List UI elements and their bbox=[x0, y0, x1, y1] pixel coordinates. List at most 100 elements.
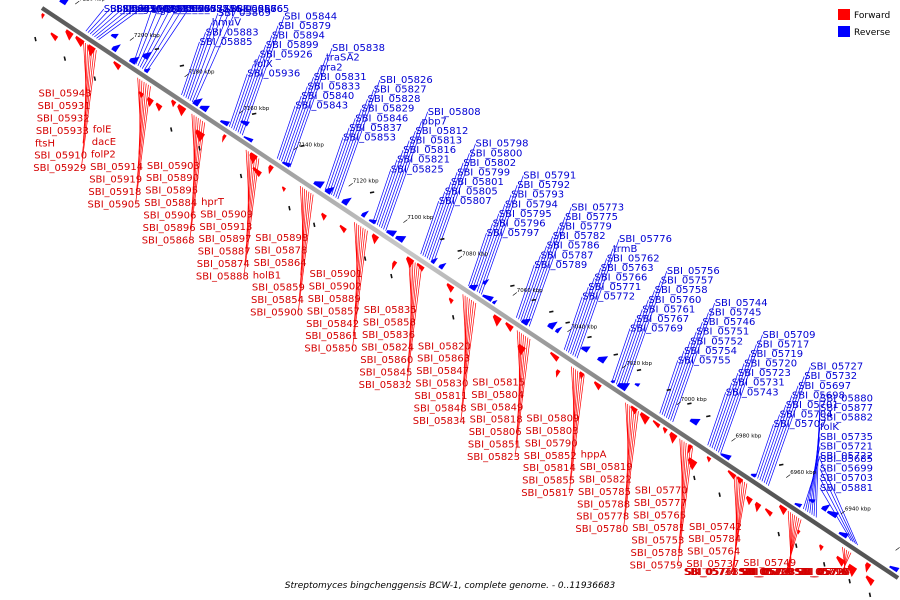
reverse-gene-label[interactable]: SBI_05745 bbox=[709, 308, 762, 319]
forward-gene-label[interactable]: SBI_05740 bbox=[741, 567, 794, 578]
reverse-gene-label[interactable]: SBI_05699 bbox=[820, 464, 873, 475]
reverse-gene-label[interactable]: SBI_05813 bbox=[409, 136, 462, 147]
forward-gene-label[interactable]: SBI_05854 bbox=[251, 295, 304, 306]
reverse-gene-label[interactable]: pra2 bbox=[320, 62, 343, 73]
reverse-gene-label[interactable]: SBI_05869 bbox=[218, 8, 271, 19]
forward-gene-label[interactable]: SBI_05806 bbox=[469, 427, 522, 438]
reverse-gene-label[interactable]: SBI_05877 bbox=[820, 403, 873, 414]
reverse-gene-label[interactable]: SBI_05791 bbox=[523, 171, 576, 182]
reverse-gene-label[interactable]: SBI_05772 bbox=[582, 292, 635, 303]
reverse-gene-label[interactable]: SBI_05752 bbox=[690, 336, 743, 347]
reverse-gene-label[interactable]: SBI_05735 bbox=[820, 432, 873, 443]
reverse-gene-label[interactable]: SBI_05816 bbox=[403, 145, 456, 156]
reverse-gene-label[interactable]: SBI_05821 bbox=[397, 155, 450, 166]
reverse-gene-label[interactable]: SBI_05872 bbox=[176, 4, 229, 15]
forward-gene-label[interactable]: SBI_05729 bbox=[740, 567, 793, 578]
reverse-gene-label[interactable]: SBI_05899 bbox=[266, 40, 319, 51]
reverse-gene-label[interactable]: SBI_05782 bbox=[553, 231, 606, 242]
forward-gene-label[interactable]: SBI_05914 bbox=[90, 162, 143, 173]
forward-gene-label[interactable]: SBI_05834 bbox=[413, 416, 466, 427]
forward-gene-label[interactable]: SBI_05790 bbox=[525, 438, 578, 449]
forward-gene-label[interactable]: SBI_05943 bbox=[39, 89, 92, 100]
forward-gene-label[interactable]: SBI_05749 bbox=[743, 558, 796, 569]
forward-gene-label[interactable]: SBI_05896 bbox=[143, 223, 196, 234]
forward-gene-label[interactable]: SBI_05804 bbox=[471, 390, 524, 401]
forward-gene-label[interactable]: SBI_05849 bbox=[470, 402, 523, 413]
forward-gene-label[interactable]: SBI_05817 bbox=[521, 488, 574, 499]
reverse-gene-label[interactable]: SBI_05826 bbox=[380, 75, 433, 86]
forward-gene-label[interactable]: SBI_05895 bbox=[145, 186, 198, 197]
forward-gene-label[interactable]: SBI_05819 bbox=[580, 462, 633, 473]
reverse-gene-label[interactable]: SBI_05871 bbox=[182, 4, 235, 15]
reverse-gene-label[interactable]: SBI_05796 bbox=[493, 218, 546, 229]
forward-gene-label[interactable]: SBI_05718 bbox=[742, 567, 795, 578]
forward-gene-label[interactable]: SBI_05768 bbox=[686, 567, 739, 578]
reverse-gene-label[interactable]: SBI_05719 bbox=[750, 349, 803, 360]
forward-gene-label[interactable]: SBI_05770 bbox=[635, 486, 688, 497]
forward-gene-label[interactable]: SBI_05851 bbox=[468, 440, 521, 451]
forward-gene-label[interactable]: SBI_05741 bbox=[685, 567, 738, 578]
reverse-gene-label[interactable]: SBI_05757 bbox=[661, 276, 714, 287]
reverse-gene-label[interactable]: SBI_05701 bbox=[786, 400, 839, 411]
reverse-gene-label[interactable]: SBI_05703 bbox=[820, 473, 873, 484]
reverse-gene-label[interactable]: SBI_05880 bbox=[820, 394, 873, 405]
reverse-gene-label[interactable]: SBI_05789 bbox=[534, 260, 587, 271]
reverse-gene-label[interactable]: SBI_05843 bbox=[295, 101, 348, 112]
reverse-gene-label[interactable]: SBI_05769 bbox=[630, 324, 683, 335]
reverse-gene-label[interactable]: SBI_05787 bbox=[541, 250, 594, 261]
reverse-gene-label[interactable]: SBI_05881 bbox=[820, 483, 873, 494]
reverse-gene-label[interactable]: SBI_05732 bbox=[804, 371, 857, 382]
reverse-gene-label[interactable]: SBI_05894 bbox=[272, 30, 325, 41]
reverse-gene-label[interactable]: SBI_05771 bbox=[588, 282, 641, 293]
forward-gene-label[interactable]: SBI_05906 bbox=[143, 211, 196, 222]
reverse-gene-label[interactable]: SBI_05773 bbox=[571, 202, 624, 213]
forward-gene-label[interactable]: folP2 bbox=[91, 150, 116, 161]
forward-gene-label[interactable]: SBI_05726 bbox=[797, 567, 850, 578]
forward-gene-label[interactable]: SBI_05824 bbox=[361, 343, 414, 354]
reverse-gene-label[interactable]: SBI_05885 bbox=[200, 37, 253, 48]
reverse-gene-label[interactable]: SBI_05867 bbox=[224, 4, 277, 15]
forward-gene-label[interactable]: SBI_05864 bbox=[254, 258, 307, 269]
reverse-gene-label[interactable]: hmuV bbox=[212, 18, 241, 29]
forward-gene-label[interactable]: SBI_05764 bbox=[687, 547, 740, 558]
reverse-gene-label[interactable]: SBI_05825 bbox=[391, 164, 444, 175]
reverse-gene-label[interactable]: SBI_05760 bbox=[648, 295, 701, 306]
reverse-gene-label[interactable]: SBI_05754 bbox=[684, 346, 737, 357]
reverse-gene-label[interactable]: SBI_05883 bbox=[206, 27, 259, 38]
forward-gene-label[interactable]: SBI_05788 bbox=[577, 499, 630, 510]
reverse-gene-label[interactable]: SBI_05808 bbox=[428, 107, 481, 118]
forward-gene-label[interactable]: SBI_05910 bbox=[34, 151, 87, 162]
reverse-gene-label[interactable]: SBI_05800 bbox=[469, 148, 522, 159]
reverse-gene-label[interactable]: SBI_05776 bbox=[619, 234, 672, 245]
reverse-gene-label[interactable]: SBI_05807 bbox=[439, 196, 492, 207]
reverse-gene-label[interactable]: folK bbox=[820, 422, 839, 433]
reverse-gene-label[interactable]: SBI_05797 bbox=[487, 228, 540, 239]
reverse-gene-label[interactable]: SBI_05829 bbox=[361, 104, 414, 115]
forward-gene-label[interactable]: SBI_05733 bbox=[742, 567, 795, 578]
reverse-gene-label[interactable]: SBI_05698 bbox=[792, 390, 845, 401]
reverse-gene-label[interactable]: SBI_05837 bbox=[349, 123, 402, 134]
reverse-gene-label[interactable]: trmB bbox=[613, 244, 638, 255]
reverse-gene-label[interactable]: SBI_05892 bbox=[141, 4, 194, 15]
forward-gene-label[interactable]: SBI_05716 bbox=[794, 567, 847, 578]
reverse-gene-label[interactable]: SBI_05798 bbox=[476, 139, 529, 150]
reverse-gene-label[interactable]: SBI_05763 bbox=[601, 263, 654, 274]
forward-gene-label[interactable]: SBI_05860 bbox=[360, 355, 413, 366]
forward-gene-label[interactable]: SBI_05778 bbox=[576, 512, 629, 523]
forward-gene-label[interactable]: SBI_05842 bbox=[306, 319, 359, 330]
reverse-gene-label[interactable]: SBI_05827 bbox=[374, 85, 427, 96]
reverse-gene-label[interactable]: SBI_05801 bbox=[451, 177, 504, 188]
reverse-gene-label[interactable]: sig35 bbox=[152, 5, 179, 16]
forward-gene-label[interactable]: SBI_05932 bbox=[37, 114, 90, 125]
reverse-gene-label[interactable]: sig36 bbox=[135, 4, 162, 15]
forward-gene-label[interactable]: SBI_05714 bbox=[739, 567, 792, 578]
forward-gene-label[interactable]: SBI_05832 bbox=[359, 380, 412, 391]
forward-gene-label[interactable]: SBI_05848 bbox=[414, 403, 467, 414]
forward-gene-label[interactable]: SBI_05777 bbox=[634, 498, 687, 509]
forward-gene-label[interactable]: holB1 bbox=[253, 270, 281, 281]
reverse-gene-label[interactable]: SBI_05875 bbox=[164, 4, 217, 15]
forward-gene-label[interactable]: SBI_05931 bbox=[38, 101, 91, 112]
forward-gene-label[interactable]: SBI_05753 bbox=[631, 535, 684, 546]
forward-gene-label[interactable]: SBI_05858 bbox=[363, 318, 416, 329]
forward-gene-label[interactable]: SBI_05918 bbox=[88, 187, 141, 198]
